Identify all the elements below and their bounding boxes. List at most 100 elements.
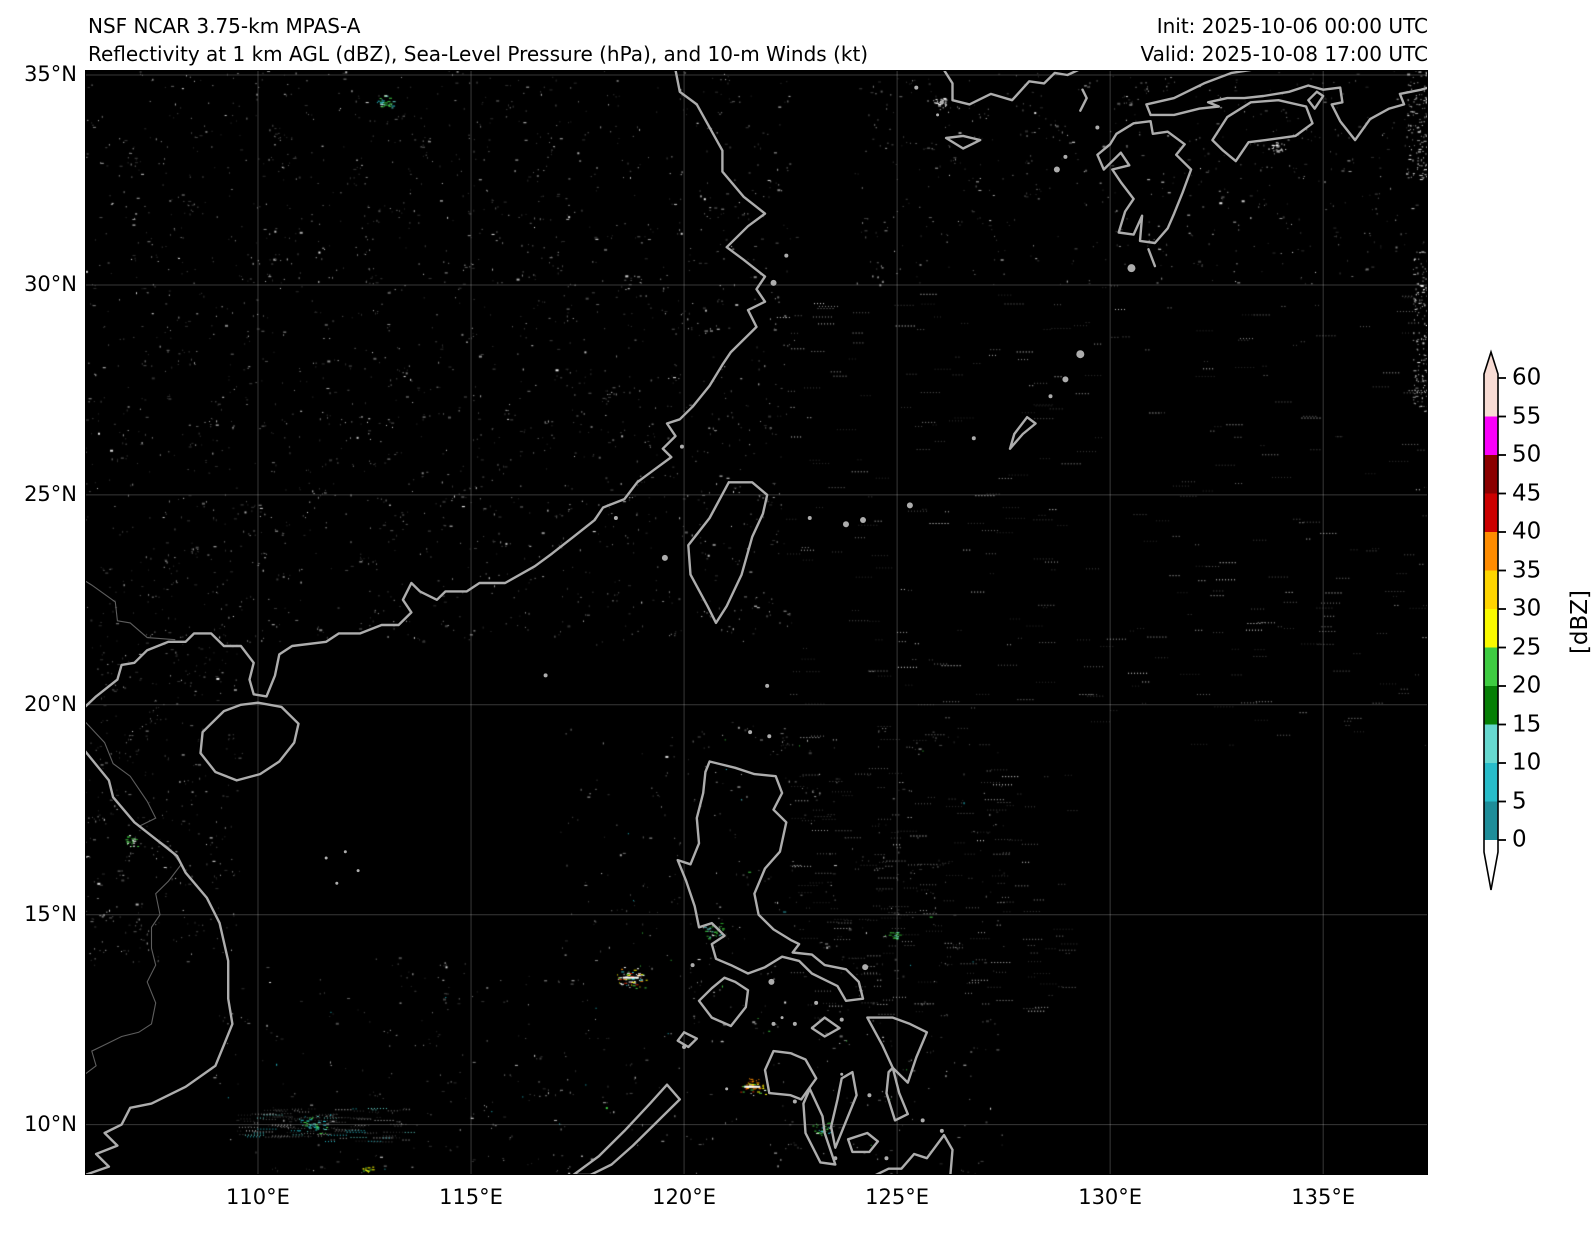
y-tick-label: 25°N xyxy=(24,481,77,506)
coastline-honshu_south xyxy=(1149,84,1428,142)
country-border xyxy=(85,721,182,1075)
coastline-masbate xyxy=(810,1016,841,1038)
colorbar-tick-label: 40 xyxy=(1512,518,1542,545)
y-tick-label: 35°N xyxy=(24,61,77,86)
coastline-bohol xyxy=(846,1131,880,1154)
coastline-awaji xyxy=(1307,90,1325,110)
colorbar-over-arrow xyxy=(1484,352,1498,374)
colorbar-segment xyxy=(1484,647,1498,686)
coastline-mindoro xyxy=(697,976,750,1028)
colorbar-segment xyxy=(1484,609,1498,648)
y-tick-label: 15°N xyxy=(24,901,77,926)
coastline-korea xyxy=(942,70,1080,106)
island-dot xyxy=(661,554,668,561)
island-dot xyxy=(748,730,753,735)
island-dot xyxy=(862,964,869,971)
colorbar-segment xyxy=(1484,532,1498,571)
colorbar-segment xyxy=(1484,374,1498,417)
model-title: NSF NCAR 3.75-km MPAS-A xyxy=(88,14,361,38)
island-dot xyxy=(840,1072,844,1076)
coastline-shikoku xyxy=(1211,99,1314,163)
coastline-samar xyxy=(866,1016,929,1084)
island-dot xyxy=(1062,376,1069,383)
coastline-okinawa xyxy=(1008,416,1037,450)
colorbar-segment xyxy=(1484,416,1498,455)
island-dot xyxy=(725,1087,729,1091)
colorbar xyxy=(1483,349,1506,891)
colorbar-tick-label: 25 xyxy=(1512,633,1542,660)
map-overlay-svg xyxy=(85,70,1428,1175)
island-dot xyxy=(1063,154,1068,159)
island-dot xyxy=(335,881,339,885)
coastline-leyte xyxy=(885,1066,909,1122)
coastline-jeju xyxy=(944,134,982,150)
island-dot xyxy=(1095,125,1100,130)
island-dot xyxy=(770,279,777,286)
island-dot xyxy=(971,436,976,441)
island-dot xyxy=(324,856,328,860)
island-dot xyxy=(860,517,867,524)
island-dot xyxy=(780,1016,784,1020)
y-tick-label: 20°N xyxy=(24,691,77,716)
init-time: Init: 2025-10-06 00:00 UTC xyxy=(1156,14,1428,38)
island-dot xyxy=(842,521,849,528)
island-dot xyxy=(768,978,775,985)
colorbar-segment xyxy=(1484,493,1498,532)
island-dot xyxy=(679,444,684,449)
coastline-honshu_north xyxy=(1145,70,1253,117)
coastline-negros xyxy=(802,1087,837,1166)
island-dot xyxy=(543,673,548,678)
colorbar-tick-label: 0 xyxy=(1512,826,1527,853)
island-dot xyxy=(356,869,360,873)
colorbar-tick-label: 55 xyxy=(1512,402,1542,429)
colorbar-tick-label: 60 xyxy=(1512,364,1542,391)
country-border xyxy=(85,580,176,641)
island-dot xyxy=(833,1156,838,1161)
island-dot xyxy=(807,515,812,520)
island-dot xyxy=(914,85,919,90)
island-dot xyxy=(867,1093,872,1098)
island-dot xyxy=(792,1021,797,1026)
colorbar-segment xyxy=(1484,686,1498,725)
island-dot xyxy=(1127,264,1136,273)
island-dot xyxy=(682,1044,687,1049)
colorbar-tick-label: 50 xyxy=(1512,441,1542,468)
x-tick-label: 130°E xyxy=(1078,1185,1143,1209)
map-plot xyxy=(85,70,1428,1175)
coastline-palawan xyxy=(572,1083,681,1175)
x-tick-label: 125°E xyxy=(865,1185,930,1209)
y-tick-label: 10°N xyxy=(24,1111,77,1136)
colorbar-tick-label: 35 xyxy=(1512,556,1542,583)
island-dot xyxy=(792,1099,797,1104)
colorbar-tick-label: 30 xyxy=(1512,595,1542,622)
island-dot xyxy=(784,253,789,258)
colorbar-tick-label: 5 xyxy=(1512,787,1527,814)
island-dot xyxy=(343,850,347,854)
reflectivity-canvas xyxy=(85,70,1428,1175)
title-block: NSF NCAR 3.75-km MPAS-A Reflectivity at … xyxy=(88,12,868,68)
colorbar-segment xyxy=(1484,801,1498,840)
island-dot xyxy=(765,683,770,688)
coastline-kyushu xyxy=(1096,120,1193,245)
x-tick-label: 135°E xyxy=(1291,1185,1356,1209)
valid-time: Valid: 2025-10-08 17:00 UTC xyxy=(1140,42,1428,66)
island-dot xyxy=(936,113,940,117)
colorbar-segment xyxy=(1484,724,1498,763)
colorbar-under xyxy=(1484,840,1498,852)
coastline-panay xyxy=(763,1049,818,1101)
island-dot xyxy=(1076,350,1085,359)
colorbar-tick-label: 45 xyxy=(1512,479,1542,506)
x-tick-label: 110°E xyxy=(226,1185,290,1209)
fields-subtitle: Reflectivity at 1 km AGL (dBZ), Sea-Leve… xyxy=(88,42,869,66)
x-tick-label: 120°E xyxy=(652,1185,716,1209)
time-block: Init: 2025-10-06 00:00 UTC Valid: 2025-1… xyxy=(1140,12,1428,68)
island-dot xyxy=(814,1000,819,1005)
colorbar-under-arrow xyxy=(1484,852,1498,890)
coastline-taiwan xyxy=(687,481,769,625)
coastline-busuanga xyxy=(676,1031,698,1049)
colorbar-segment xyxy=(1484,455,1498,494)
coastline-hainan xyxy=(199,701,300,782)
colorbar-unit-label: [dBZ] xyxy=(1567,589,1594,655)
island-dot xyxy=(767,734,772,739)
